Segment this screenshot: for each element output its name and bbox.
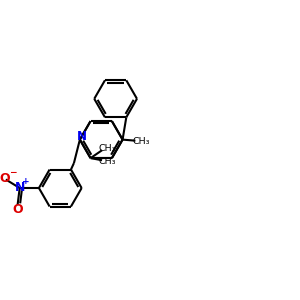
Text: O: O	[13, 203, 23, 216]
Text: CH₃: CH₃	[132, 137, 150, 146]
Text: O: O	[0, 172, 10, 185]
Text: +: +	[22, 177, 30, 186]
Text: N: N	[77, 130, 87, 142]
Text: N: N	[14, 181, 25, 194]
Text: CH₃: CH₃	[99, 144, 116, 153]
Text: −: −	[10, 168, 17, 177]
Text: CH₃: CH₃	[99, 158, 116, 166]
